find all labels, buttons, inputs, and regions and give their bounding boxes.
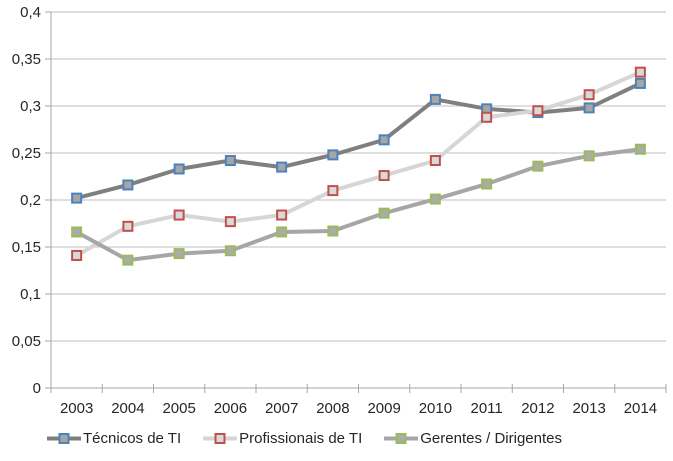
legend-item: Técnicos de TI (47, 431, 181, 446)
chart-legend: Técnicos de TI Profissionais de TI Gerente… (0, 431, 673, 446)
data-point-marker (378, 170, 390, 182)
series-line (76, 81, 642, 201)
data-point-marker (327, 225, 339, 237)
legend-item: Profissionais de TI (203, 431, 362, 446)
data-point-marker (583, 102, 595, 114)
data-point-marker (71, 226, 83, 238)
data-point-marker (173, 163, 185, 175)
y-tick-label: 0,35 (12, 51, 41, 68)
data-point-marker (122, 220, 134, 232)
data-point-marker (327, 185, 339, 197)
data-point-marker (429, 155, 441, 167)
data-point-marker (634, 66, 646, 78)
data-point-marker (224, 216, 236, 228)
data-point-marker (378, 207, 390, 219)
data-point-marker (634, 143, 646, 155)
x-tick-label: 2009 (367, 400, 400, 417)
data-point-marker (173, 209, 185, 221)
data-point-marker (429, 93, 441, 105)
data-point-marker (532, 105, 544, 117)
x-tick-label: 2004 (111, 400, 144, 417)
y-tick-label: 0,1 (20, 286, 41, 303)
legend-marker-icon (47, 433, 82, 444)
x-tick-label: 2010 (419, 400, 452, 417)
x-tick-label: 2012 (521, 400, 554, 417)
y-tick-label: 0,05 (12, 333, 41, 350)
x-tick-label: 2008 (316, 400, 349, 417)
x-tick-label: 2013 (572, 400, 605, 417)
legend-label: Gerentes / Dirigentes (420, 430, 562, 447)
x-tick-label: 2005 (162, 400, 195, 417)
data-point-marker (71, 192, 83, 204)
data-point-marker (481, 111, 493, 123)
x-tick-label: 2003 (60, 400, 93, 417)
data-point-marker (122, 254, 134, 266)
data-point-marker (634, 77, 646, 89)
legend-marker-icon (203, 433, 238, 444)
y-tick-label: 0 (33, 380, 41, 397)
x-tick-label: 2006 (214, 400, 247, 417)
x-tick-label: 2011 (470, 400, 502, 417)
y-tick-label: 0,3 (20, 98, 41, 115)
data-point-marker (276, 161, 288, 173)
legend-item: Gerentes / Dirigentes (384, 431, 562, 446)
data-point-marker (429, 193, 441, 205)
data-point-marker (378, 134, 390, 146)
data-point-marker (583, 89, 595, 101)
legend-label: Técnicos de TI (83, 430, 182, 447)
series-line (75, 147, 641, 263)
plot-area: 0 0,05 0,1 0,15 0,2 0,25 0,3 0,35 0,4 2003 2004 200… (12, 4, 667, 417)
data-point-marker (71, 249, 83, 261)
data-point-marker (583, 150, 595, 162)
x-tick-label: 2007 (265, 400, 298, 417)
data-point-marker (532, 160, 544, 172)
series-line (75, 70, 642, 258)
y-tick-label: 0,15 (12, 239, 41, 256)
legend-label: Profissionais de TI (239, 430, 363, 447)
data-point-marker (327, 149, 339, 161)
y-tick-label: 0,25 (12, 145, 41, 162)
data-point-marker (276, 226, 288, 238)
data-point-marker (173, 248, 185, 260)
y-tick-label: 0,4 (20, 4, 41, 21)
legend-marker-icon (384, 433, 419, 444)
data-point-marker (224, 155, 236, 167)
x-tick-label: 2014 (624, 400, 657, 417)
y-tick-label: 0,2 (20, 192, 41, 209)
data-point-marker (122, 179, 134, 191)
data-point-marker (276, 209, 288, 221)
data-point-marker (481, 178, 493, 190)
data-point-marker (224, 245, 236, 257)
